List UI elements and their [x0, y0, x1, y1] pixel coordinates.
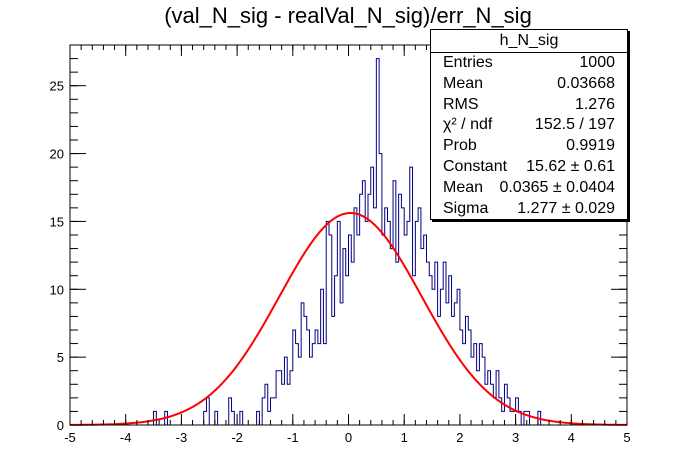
- y-tick-label: 25: [50, 79, 64, 94]
- y-tick-label: 15: [50, 214, 64, 229]
- x-tick-label: 5: [623, 430, 630, 445]
- stats-label: Entries: [443, 54, 493, 71]
- stats-label: Prob: [443, 137, 477, 155]
- y-tick-label: 5: [57, 350, 64, 365]
- chart-title: (val_N_sig - realVal_N_sig)/err_N_sig: [164, 3, 532, 28]
- stats-label: Sigma: [443, 199, 489, 217]
- stats-value: 1000: [579, 54, 615, 71]
- y-tick-label: 20: [50, 147, 64, 162]
- stats-value: 0.03668: [557, 74, 615, 92]
- stats-label: χ² / ndf: [443, 116, 493, 134]
- x-tick-label: 0: [345, 430, 352, 445]
- stats-row: Prob 0.9919: [431, 136, 627, 157]
- y-tick-label: 10: [50, 282, 64, 297]
- x-tick-label: -4: [120, 430, 132, 445]
- x-tick-label: 2: [456, 430, 463, 445]
- stats-value: 152.5 / 197: [534, 116, 615, 134]
- x-tick-label: -3: [176, 430, 188, 445]
- y-tick-label: 0: [57, 418, 64, 433]
- x-tick-label: 4: [568, 430, 575, 445]
- stats-row: Mean 0.03668: [431, 74, 627, 95]
- stats-value: 0.0365 ± 0.0404: [499, 178, 615, 196]
- gaussian-fit-line: [69, 212, 628, 426]
- stats-value: 0.9919: [566, 137, 615, 155]
- stats-row: Sigma 1.277 ± 0.029: [431, 199, 627, 220]
- stats-row: RMS 1.276: [431, 95, 627, 116]
- x-tick-label: -1: [287, 430, 299, 445]
- stats-label: Mean: [443, 178, 484, 196]
- x-tick-label: -5: [64, 430, 76, 445]
- stats-row: χ² / ndf 152.5 / 197: [431, 115, 627, 136]
- stats-value: 1.277 ± 0.029: [517, 199, 615, 217]
- x-tick-label: 3: [512, 430, 519, 445]
- stats-row: Mean 0.0365 ± 0.0404: [431, 178, 627, 199]
- stats-value: 1.276: [574, 95, 615, 113]
- stats-row: Constant 15.62 ± 0.61: [431, 157, 627, 178]
- stats-box: h_N_sig Entries 1000 Mean 0.03668 RMS 1.…: [430, 29, 628, 220]
- x-tick-label: -2: [231, 430, 243, 445]
- stats-label: RMS: [443, 95, 479, 113]
- stats-box-name: h_N_sig: [431, 30, 627, 53]
- stats-row: Entries 1000: [431, 53, 627, 74]
- stats-value: 15.62 ± 0.61: [526, 157, 615, 175]
- x-tick-label: 1: [401, 430, 408, 445]
- stats-label: Mean: [443, 74, 484, 92]
- stats-label: Constant: [443, 157, 508, 175]
